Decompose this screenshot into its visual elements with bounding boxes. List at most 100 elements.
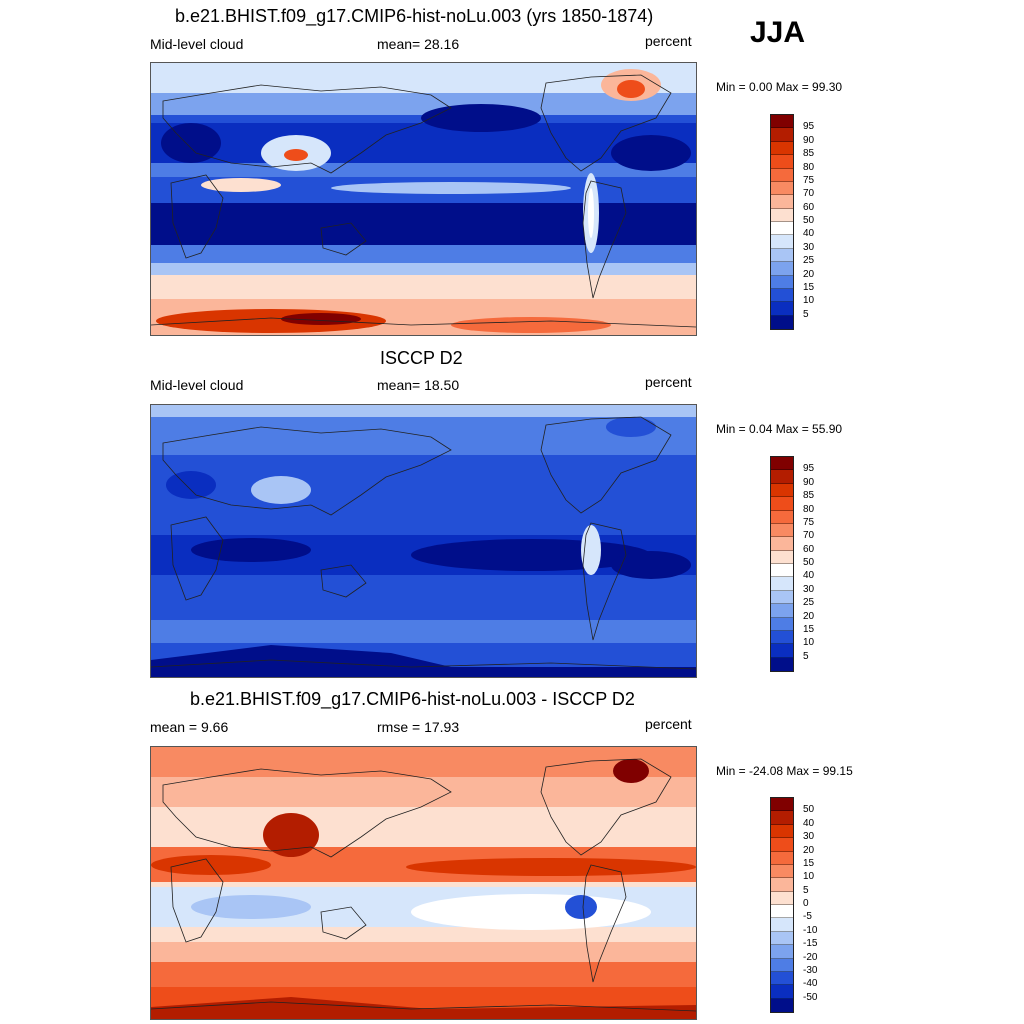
colorbar-segment bbox=[771, 523, 793, 538]
panel1-left-label: Mid-level cloud bbox=[150, 36, 244, 52]
colorbar-segment bbox=[771, 617, 793, 631]
panel2-title: ISCCP D2 bbox=[380, 348, 463, 368]
colorbar-tick-label: 25 bbox=[803, 255, 815, 267]
colorbar-segment bbox=[771, 878, 793, 892]
season-label: JJA bbox=[750, 16, 806, 49]
colorbar-tick-label: -20 bbox=[803, 951, 818, 963]
colorbar-segment bbox=[771, 181, 793, 196]
colorbar-tick-label: 70 bbox=[803, 188, 815, 200]
colorbar-segment bbox=[771, 248, 793, 263]
colorbar-tick-label: 50 bbox=[803, 804, 815, 816]
colorbar-tick-label: 20 bbox=[803, 610, 815, 622]
colorbar-tick-label: 90 bbox=[803, 476, 815, 488]
colorbar-segment bbox=[771, 931, 793, 946]
colorbar-segment bbox=[771, 497, 793, 511]
colorbar-tick-label: 80 bbox=[803, 503, 815, 515]
panel3-map bbox=[150, 746, 697, 1020]
colorbar-tick-label: 85 bbox=[803, 490, 815, 502]
colorbar-tick-label: 40 bbox=[803, 817, 815, 829]
colorbar-segment bbox=[771, 798, 793, 812]
colorbar-segment bbox=[771, 985, 793, 999]
colorbar-segment bbox=[771, 891, 793, 905]
colorbar-tick-label: -30 bbox=[803, 964, 818, 976]
colorbar-segment bbox=[771, 918, 793, 932]
panel2-unit-label: percent bbox=[645, 374, 692, 390]
colorbar-tick-label: 80 bbox=[803, 161, 815, 173]
colorbar-segment bbox=[771, 141, 793, 156]
colorbar-tick-label: 60 bbox=[803, 543, 815, 555]
colorbar-segment bbox=[771, 971, 793, 986]
colorbar-tick-label: 15 bbox=[803, 281, 815, 293]
colorbar-segment bbox=[771, 630, 793, 645]
panel3-minmax: Min = -24.08 Max = 99.15 bbox=[716, 764, 853, 778]
colorbar-tick-label: 40 bbox=[803, 228, 815, 240]
panel3-colorbar bbox=[770, 797, 794, 1013]
colorbar-segment bbox=[771, 905, 793, 919]
panel3-unit-label: percent bbox=[645, 716, 692, 732]
colorbar-segment bbox=[771, 155, 793, 169]
colorbar-tick-label: 50 bbox=[803, 215, 815, 226]
colorbar-tick-label: 25 bbox=[803, 597, 815, 609]
colorbar-segment bbox=[771, 644, 793, 658]
colorbar-segment bbox=[771, 824, 793, 839]
colorbar-tick-label: 30 bbox=[803, 831, 815, 843]
colorbar-segment bbox=[771, 811, 793, 825]
colorbar-segment bbox=[771, 550, 793, 564]
panel2-left-label: Mid-level cloud bbox=[150, 377, 244, 393]
panel2-mean-label: mean= 18.50 bbox=[377, 377, 460, 393]
colorbar-segment bbox=[771, 262, 793, 276]
colorbar-tick-label: 5 bbox=[803, 650, 809, 662]
colorbar-segment bbox=[771, 851, 793, 865]
colorbar-tick-label: -50 bbox=[803, 991, 818, 1003]
panel3-title: b.e21.BHIST.f09_g17.CMIP6-hist-noLu.003 … bbox=[190, 689, 635, 709]
panel2-minmax: Min = 0.04 Max = 55.90 bbox=[716, 422, 843, 436]
colorbar-segment bbox=[771, 275, 793, 289]
colorbar-tick-label: 20 bbox=[803, 844, 815, 856]
colorbar-tick-label: -5 bbox=[803, 911, 812, 923]
colorbar-tick-label: 15 bbox=[803, 857, 815, 869]
panel2-colorbar bbox=[770, 456, 794, 672]
panel3-mean-label: mean = 9.66 bbox=[150, 719, 229, 735]
colorbar-tick-label: 30 bbox=[803, 241, 815, 253]
colorbar-segment bbox=[771, 115, 793, 129]
colorbar-segment bbox=[771, 577, 793, 591]
panel1-colorbar bbox=[770, 114, 794, 330]
panel1-minmax: Min = 0.00 Max = 99.30 bbox=[716, 80, 843, 94]
colorbar-segment bbox=[771, 604, 793, 618]
colorbar-segment bbox=[771, 315, 793, 329]
colorbar-segment bbox=[771, 958, 793, 972]
colorbar-tick-label: 95 bbox=[803, 121, 815, 133]
colorbar-segment bbox=[771, 457, 793, 471]
colorbar-tick-label: 90 bbox=[803, 134, 815, 146]
colorbar-segment bbox=[771, 128, 793, 142]
colorbar-tick-label: 10 bbox=[803, 871, 815, 883]
colorbar-tick-label: 0 bbox=[803, 898, 809, 909]
panel3-rmse-label: rmse = 17.93 bbox=[377, 719, 460, 735]
colorbar-tick-label: -40 bbox=[803, 978, 818, 990]
colorbar-segment bbox=[771, 998, 793, 1012]
colorbar-tick-label: 70 bbox=[803, 530, 815, 542]
colorbar-segment bbox=[771, 564, 793, 578]
colorbar-tick-label: 10 bbox=[803, 637, 815, 649]
colorbar-tick-label: 60 bbox=[803, 201, 815, 213]
colorbar-segment bbox=[771, 657, 793, 671]
colorbar-segment bbox=[771, 510, 793, 524]
colorbar-segment bbox=[771, 302, 793, 316]
colorbar-tick-label: 50 bbox=[803, 557, 815, 568]
colorbar-segment bbox=[771, 168, 793, 182]
panel1-title: b.e21.BHIST.f09_g17.CMIP6-hist-noLu.003 … bbox=[175, 6, 654, 26]
colorbar-segment bbox=[771, 288, 793, 303]
panel2-map bbox=[150, 404, 697, 678]
colorbar-tick-label: 10 bbox=[803, 295, 815, 307]
colorbar-tick-label: 75 bbox=[803, 174, 815, 186]
colorbar-tick-label: 75 bbox=[803, 516, 815, 528]
colorbar-segment bbox=[771, 208, 793, 222]
panel1-map bbox=[150, 62, 697, 336]
colorbar-segment bbox=[771, 590, 793, 605]
colorbar-tick-label: 40 bbox=[803, 570, 815, 582]
colorbar-tick-label: 85 bbox=[803, 148, 815, 160]
colorbar-segment bbox=[771, 537, 793, 551]
colorbar-tick-label: 5 bbox=[803, 308, 809, 320]
colorbar-tick-label: 5 bbox=[803, 884, 809, 896]
colorbar-segment bbox=[771, 945, 793, 959]
